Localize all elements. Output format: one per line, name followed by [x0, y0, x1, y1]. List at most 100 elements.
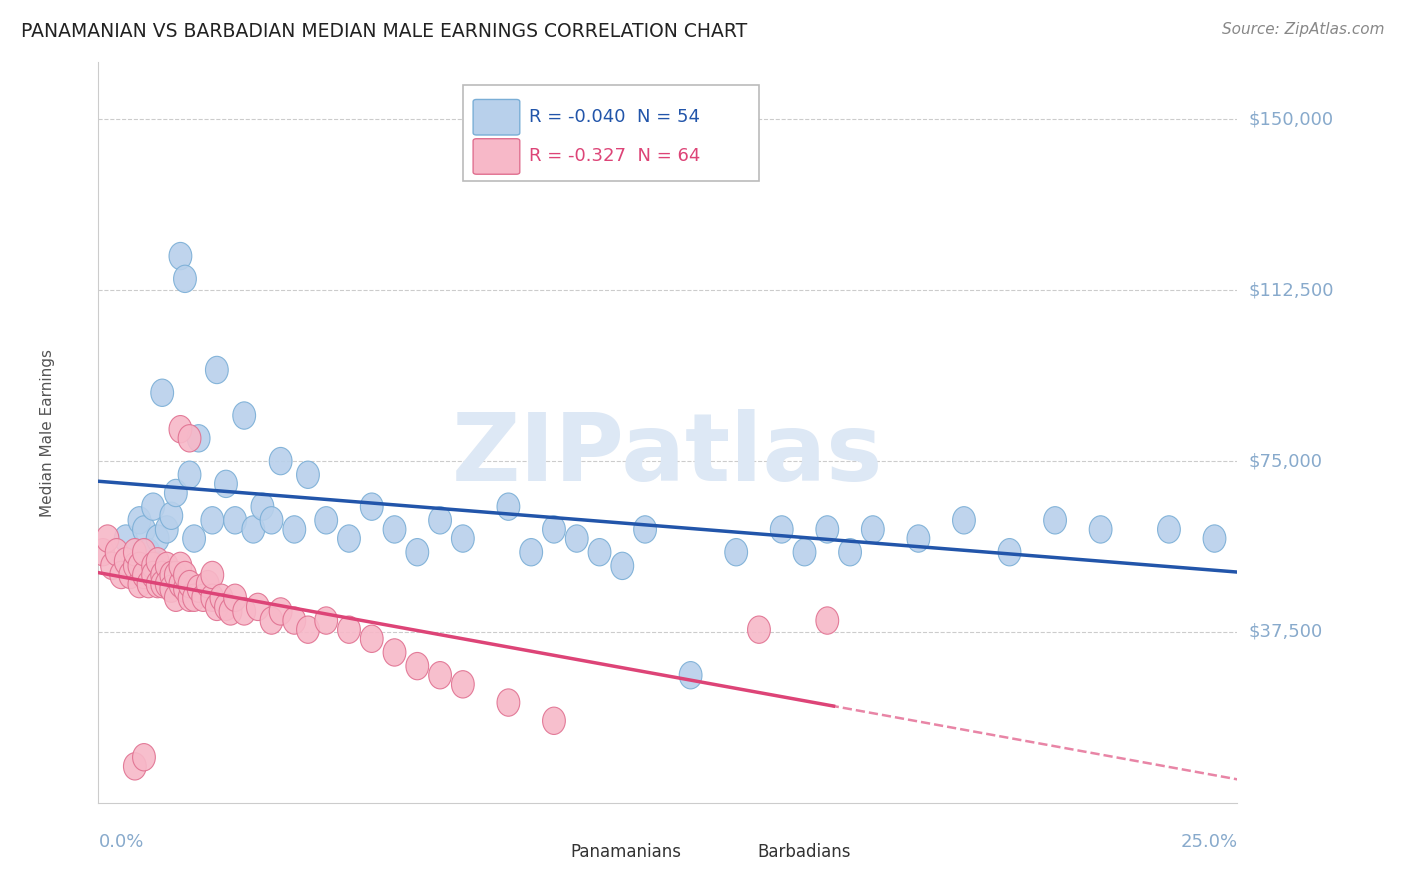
FancyBboxPatch shape — [463, 85, 759, 181]
Ellipse shape — [128, 571, 150, 598]
Ellipse shape — [337, 524, 360, 552]
Ellipse shape — [114, 548, 138, 575]
Ellipse shape — [634, 516, 657, 543]
Ellipse shape — [179, 584, 201, 611]
Ellipse shape — [183, 524, 205, 552]
Ellipse shape — [498, 493, 520, 520]
Ellipse shape — [315, 607, 337, 634]
Ellipse shape — [382, 639, 406, 666]
Ellipse shape — [270, 448, 292, 475]
Ellipse shape — [862, 516, 884, 543]
Ellipse shape — [451, 524, 474, 552]
Text: $112,500: $112,500 — [1249, 281, 1334, 299]
Ellipse shape — [270, 598, 292, 625]
Ellipse shape — [169, 552, 191, 580]
Ellipse shape — [246, 593, 270, 621]
Ellipse shape — [142, 552, 165, 580]
Ellipse shape — [953, 507, 976, 534]
Ellipse shape — [169, 571, 191, 598]
Ellipse shape — [197, 571, 219, 598]
Ellipse shape — [165, 561, 187, 589]
Text: $150,000: $150,000 — [1249, 111, 1333, 128]
Ellipse shape — [138, 571, 160, 598]
Ellipse shape — [520, 539, 543, 566]
FancyBboxPatch shape — [472, 99, 520, 135]
Ellipse shape — [110, 561, 132, 589]
Ellipse shape — [224, 584, 246, 611]
Ellipse shape — [315, 507, 337, 534]
Ellipse shape — [179, 571, 201, 598]
Ellipse shape — [209, 584, 233, 611]
Ellipse shape — [297, 461, 319, 489]
Ellipse shape — [252, 493, 274, 520]
Ellipse shape — [219, 598, 242, 625]
Ellipse shape — [187, 425, 209, 452]
Ellipse shape — [101, 552, 124, 580]
Ellipse shape — [160, 575, 183, 602]
Ellipse shape — [283, 607, 305, 634]
Ellipse shape — [128, 507, 150, 534]
Ellipse shape — [146, 548, 169, 575]
Ellipse shape — [132, 539, 156, 566]
Ellipse shape — [260, 607, 283, 634]
Ellipse shape — [138, 539, 160, 566]
Ellipse shape — [839, 539, 862, 566]
Ellipse shape — [725, 539, 748, 566]
FancyBboxPatch shape — [529, 842, 565, 862]
Ellipse shape — [132, 516, 156, 543]
Ellipse shape — [124, 552, 146, 580]
Ellipse shape — [169, 243, 191, 269]
Text: 0.0%: 0.0% — [98, 833, 143, 851]
FancyBboxPatch shape — [472, 138, 520, 174]
Text: R = -0.327  N = 64: R = -0.327 N = 64 — [529, 147, 700, 165]
Ellipse shape — [498, 689, 520, 716]
Text: Source: ZipAtlas.com: Source: ZipAtlas.com — [1222, 22, 1385, 37]
Ellipse shape — [451, 671, 474, 698]
Ellipse shape — [429, 662, 451, 689]
Ellipse shape — [160, 502, 183, 530]
Text: $75,000: $75,000 — [1249, 452, 1323, 470]
Ellipse shape — [150, 561, 173, 589]
Ellipse shape — [165, 584, 187, 611]
Ellipse shape — [612, 552, 634, 580]
Ellipse shape — [205, 356, 228, 384]
Ellipse shape — [283, 516, 305, 543]
Ellipse shape — [1204, 524, 1226, 552]
Ellipse shape — [588, 539, 612, 566]
Ellipse shape — [815, 516, 839, 543]
Ellipse shape — [360, 625, 382, 652]
Ellipse shape — [382, 516, 406, 543]
Ellipse shape — [105, 539, 128, 566]
FancyBboxPatch shape — [717, 842, 754, 862]
Ellipse shape — [156, 552, 179, 580]
Text: Barbadians: Barbadians — [758, 843, 851, 861]
Text: 25.0%: 25.0% — [1180, 833, 1237, 851]
Ellipse shape — [565, 524, 588, 552]
Ellipse shape — [215, 593, 238, 621]
Ellipse shape — [146, 524, 169, 552]
Ellipse shape — [132, 744, 156, 771]
Ellipse shape — [183, 584, 205, 611]
Ellipse shape — [679, 662, 702, 689]
Ellipse shape — [179, 461, 201, 489]
Ellipse shape — [201, 507, 224, 534]
Ellipse shape — [998, 539, 1021, 566]
Ellipse shape — [815, 607, 839, 634]
Ellipse shape — [142, 493, 165, 520]
Ellipse shape — [146, 571, 169, 598]
Ellipse shape — [173, 265, 197, 293]
Ellipse shape — [337, 616, 360, 643]
Text: Median Male Earnings: Median Male Earnings — [39, 349, 55, 516]
Ellipse shape — [1043, 507, 1067, 534]
Ellipse shape — [224, 507, 246, 534]
Ellipse shape — [260, 507, 283, 534]
Ellipse shape — [201, 584, 224, 611]
Ellipse shape — [406, 652, 429, 680]
Ellipse shape — [173, 561, 197, 589]
Ellipse shape — [120, 561, 142, 589]
Ellipse shape — [205, 593, 228, 621]
Ellipse shape — [543, 516, 565, 543]
Ellipse shape — [793, 539, 815, 566]
Ellipse shape — [748, 616, 770, 643]
Ellipse shape — [770, 516, 793, 543]
